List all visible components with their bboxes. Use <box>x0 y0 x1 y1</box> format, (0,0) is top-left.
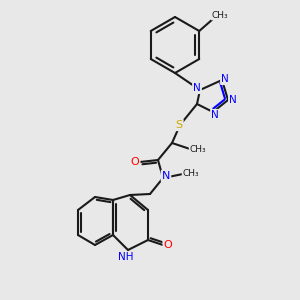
Text: N: N <box>211 110 219 120</box>
Text: O: O <box>164 240 172 250</box>
Text: N: N <box>162 171 170 181</box>
Text: CH₃: CH₃ <box>190 145 206 154</box>
Text: N: N <box>229 95 237 105</box>
Text: NH: NH <box>118 252 134 262</box>
Text: N: N <box>221 74 229 84</box>
Text: O: O <box>130 157 140 167</box>
Text: S: S <box>176 120 183 130</box>
Text: N: N <box>193 83 201 93</box>
Text: CH₃: CH₃ <box>183 169 199 178</box>
Text: CH₃: CH₃ <box>212 11 229 20</box>
